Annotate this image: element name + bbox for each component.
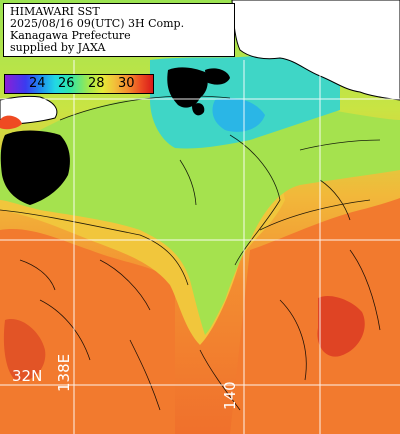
latitude-label: 32N xyxy=(12,368,42,384)
legend-label-24: 24 xyxy=(29,77,46,91)
legend-label-30: 30 xyxy=(118,77,135,91)
title-box: HIMAWARI SST 2025/08/16 09(UTC) 3H Comp.… xyxy=(3,3,235,57)
legend-label-28: 28 xyxy=(88,77,105,91)
title-line-credit: supplied by JAXA xyxy=(10,42,228,54)
longitude-label-left: 138E xyxy=(56,354,72,392)
legend-label-26: 26 xyxy=(58,77,75,91)
longitude-label-right: 140 xyxy=(222,381,238,410)
